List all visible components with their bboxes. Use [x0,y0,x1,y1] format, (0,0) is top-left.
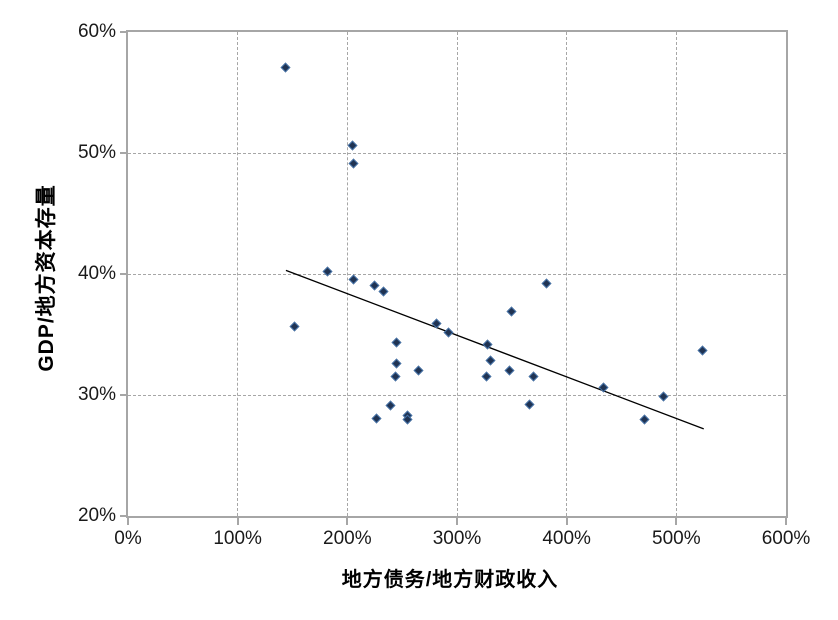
x-tick-label: 300% [432,528,482,549]
x-axis-tick [346,518,349,525]
x-axis-tick [236,518,239,525]
plot-area [126,30,788,518]
x-tick-label: 500% [652,528,701,549]
x-tick-label: 200% [323,528,372,549]
vertical-gridline [346,32,348,516]
y-tick-label: 50% [77,142,116,163]
x-axis-tick [127,518,129,525]
vertical-gridline [566,32,568,516]
y-axis-tick [120,515,127,517]
x-axis-title: 地方债务/地方财政收入 [341,569,559,591]
x-axis-tick [675,518,678,525]
y-axis-tick [120,31,127,33]
y-tick-label: 20% [77,505,116,526]
y-tick-label: 40% [77,263,116,284]
y-axis-tick [120,273,127,275]
y-tick-label: 60% [77,21,116,42]
y-axis-tick [120,152,127,154]
y-tick-label: 30% [77,384,116,405]
vertical-gridline [675,32,677,516]
x-axis-tick [785,518,787,525]
x-tick-label: 100% [213,528,262,549]
vertical-gridline [237,32,239,516]
x-tick-label: 600% [761,528,811,549]
x-axis-tick [565,518,568,525]
x-tick-label: 0% [114,528,142,549]
x-tick-label: 400% [542,528,591,549]
x-axis-tick [456,518,458,525]
y-axis-tick [120,394,127,396]
vertical-gridline [456,32,458,516]
y-axis-title: GDP/地方资本存量 [35,184,58,372]
